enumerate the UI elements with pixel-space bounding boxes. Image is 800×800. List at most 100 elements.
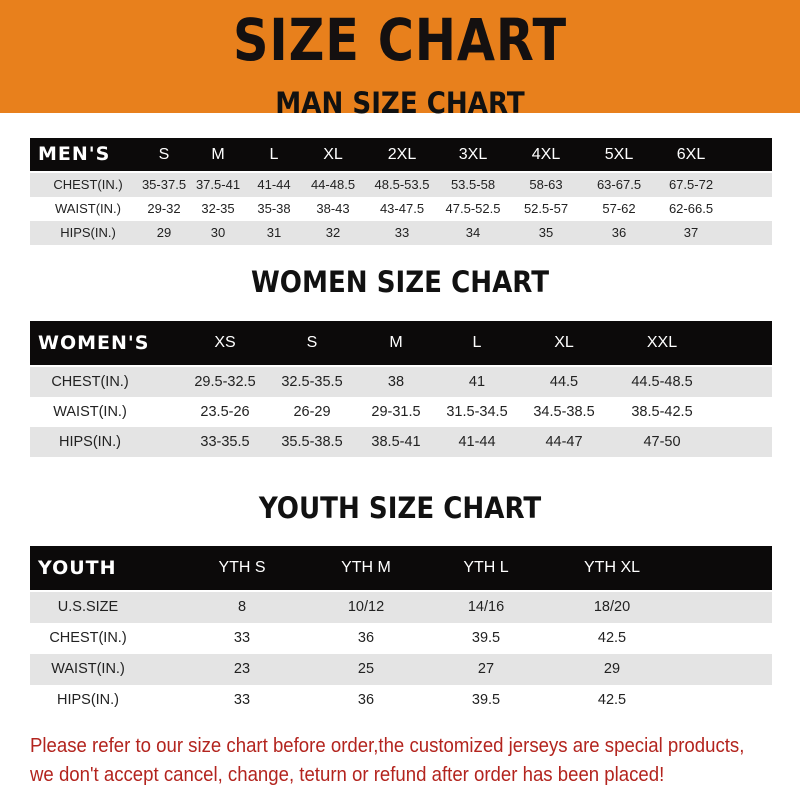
table-cell: 38 [387, 374, 405, 390]
table-cell: 32-35 [201, 201, 235, 216]
size-header: XS [214, 334, 236, 351]
table-header-row: YOUTH YTH S YTH M YTH L YTH XL [30, 546, 772, 590]
table-cell: 8 [237, 599, 247, 615]
table-cell: 33-35.5 [200, 434, 250, 450]
table-cell: 29 [156, 225, 172, 240]
row-label: WAIST(IN.) [53, 404, 127, 420]
table-cell: 39.5 [471, 630, 501, 646]
table-cell: 44.5 [549, 374, 579, 390]
table-row: WAIST(IN.) 23.5-26 26-29 29-31.5 31.5-34.5 34… [30, 397, 772, 427]
table-cell: 41-44 [257, 177, 291, 192]
row-label: CHEST(IN.) [51, 374, 129, 390]
size-header: YTH XL [583, 559, 641, 576]
table-cell: 31.5-34.5 [446, 404, 508, 420]
table-cell: 63-67.5 [596, 177, 642, 192]
table-cell: 10/12 [347, 599, 385, 615]
table-cell: 35-38 [257, 201, 291, 216]
table-cell: 36 [357, 692, 375, 708]
size-header: XXL [646, 334, 678, 351]
size-header: 6XL [676, 146, 706, 163]
table-cell: 38.5-42.5 [631, 404, 693, 420]
table-row: HIPS(IN.) 33-35.5 35.5-38.5 38.5-41 41-44 44-… [30, 427, 772, 457]
table-cell: 58-63 [529, 177, 563, 192]
men-size-table: MEN'S S M L XL 2XL 3XL 4XL 5XL 6XL CHEST(IN.) 35-37… [30, 138, 772, 245]
row-label: U.S.SIZE [57, 599, 119, 615]
table-row: WAIST(IN.) 23 25 27 29 [30, 654, 772, 685]
table-cell: 30 [210, 225, 226, 240]
table-title-cell: MEN'S [38, 143, 111, 165]
table-cell: 48.5-53.5 [374, 177, 430, 192]
table-cell: 47.5-52.5 [445, 201, 501, 216]
table-cell: 53.5-58 [450, 177, 496, 192]
table-cell: 25 [357, 661, 375, 677]
table-cell: 35 [538, 225, 554, 240]
table-cell: 44-48.5 [310, 177, 356, 192]
table-cell: 29 [603, 661, 621, 677]
size-header: 3XL [458, 146, 488, 163]
table-cell: 39.5 [471, 692, 501, 708]
women-heading: WOMEN SIZE CHART [251, 265, 549, 299]
table-cell: 34.5-38.5 [533, 404, 595, 420]
table-cell: 27 [477, 661, 495, 677]
table-cell: 62-66.5 [668, 201, 714, 216]
table-cell: 44.5-48.5 [631, 374, 693, 390]
table-row: HIPS(IN.) 33 36 39.5 42.5 [30, 685, 772, 716]
size-header: 2XL [387, 146, 417, 163]
row-label: WAIST(IN.) [51, 661, 125, 677]
table-cell: 52.5-57 [523, 201, 569, 216]
row-label: WAIST(IN.) [55, 201, 121, 216]
table-title-cell: YOUTH [38, 557, 117, 579]
row-label: CHEST(IN.) [49, 630, 127, 646]
table-cell: 33 [233, 692, 251, 708]
table-cell: 36 [611, 225, 627, 240]
table-row: CHEST(IN.) 35-37.5 37.5-41 41-44 44-48.5 48.5… [30, 173, 772, 197]
table-cell: 34 [465, 225, 481, 240]
row-label: CHEST(IN.) [53, 177, 123, 192]
youth-size-table: YOUTH YTH S YTH M YTH L YTH XL U.S.SIZE 8 10/12… [30, 546, 772, 716]
table-row: U.S.SIZE 8 10/12 14/16 18/20 [30, 592, 772, 623]
table-cell: 18/20 [593, 599, 631, 615]
size-header: S [158, 146, 170, 163]
row-label: HIPS(IN.) [56, 692, 120, 708]
table-cell: 41-44 [458, 434, 496, 450]
table-cell: 29-31.5 [371, 404, 421, 420]
table-cell: 35.5-38.5 [281, 434, 343, 450]
women-size-table: WOMEN'S XS S M L XL XXL CHEST(IN.) 29.5-32.5 32.5… [30, 321, 772, 457]
men-heading: MAN SIZE CHART [275, 86, 525, 120]
title-banner: SIZE CHART [0, 0, 800, 113]
table-cell: 36 [357, 630, 375, 646]
table-cell: 37.5-41 [195, 177, 241, 192]
row-label: HIPS(IN.) [58, 434, 122, 450]
table-cell: 23 [233, 661, 251, 677]
size-header: L [472, 334, 482, 351]
size-header: XL [554, 334, 574, 351]
table-cell: 14/16 [467, 599, 505, 615]
table-cell: 42.5 [597, 692, 627, 708]
table-cell: 23.5-26 [200, 404, 250, 420]
table-cell: 57-62 [602, 201, 636, 216]
table-row: HIPS(IN.) 29 30 31 32 33 34 35 36 37 [30, 221, 772, 245]
table-cell: 32 [325, 225, 341, 240]
size-header: M [389, 334, 403, 351]
table-cell: 41 [468, 374, 486, 390]
table-header-row: MEN'S S M L XL 2XL 3XL 4XL 5XL 6XL [30, 138, 772, 171]
table-cell: 29.5-32.5 [194, 374, 256, 390]
table-cell: 38.5-41 [371, 434, 421, 450]
size-header: 5XL [604, 146, 634, 163]
table-header-row: WOMEN'S XS S M L XL XXL [30, 321, 772, 365]
table-cell: 32.5-35.5 [281, 374, 343, 390]
table-cell: 35-37.5 [141, 177, 187, 192]
size-header: S [306, 334, 318, 351]
size-header: XL [323, 146, 343, 163]
size-header: YTH L [463, 559, 509, 576]
page-title: SIZE CHART [233, 6, 567, 74]
disclaimer-line-1: Please refer to our size chart before or… [30, 735, 745, 757]
table-cell: 33 [394, 225, 410, 240]
table-cell: 31 [266, 225, 282, 240]
table-cell: 37 [683, 225, 699, 240]
youth-heading: YOUTH SIZE CHART [258, 491, 542, 525]
table-cell: 42.5 [597, 630, 627, 646]
table-row: CHEST(IN.) 29.5-32.5 32.5-35.5 38 41 44.5 44.5… [30, 367, 772, 397]
table-title-cell: WOMEN'S [38, 332, 150, 354]
table-cell: 33 [233, 630, 251, 646]
